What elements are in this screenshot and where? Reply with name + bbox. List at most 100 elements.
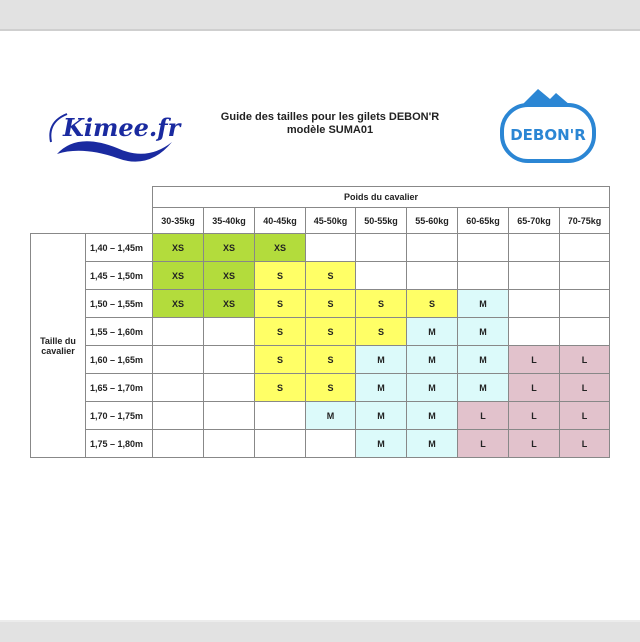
table-row: 1,45 – 1,50m XS XS S S — [31, 261, 610, 290]
size-cell: S — [305, 317, 356, 346]
weight-column-header: 40-45kg — [254, 207, 306, 234]
table-row: 1,75 – 1,80m M M L L L — [31, 429, 610, 458]
size-cell — [559, 261, 610, 290]
weight-column-header: 30-35kg — [152, 207, 204, 234]
size-cell: M — [457, 289, 509, 318]
size-cell: L — [559, 401, 610, 430]
size-cell: L — [559, 429, 610, 458]
size-cell: XS — [152, 233, 204, 262]
size-cell — [508, 233, 560, 262]
size-cell: M — [355, 401, 407, 430]
weight-column-header: 50-55kg — [355, 207, 407, 234]
size-cell — [457, 261, 509, 290]
page-title: Guide des tailles pour les gilets DEBON'… — [200, 111, 460, 137]
table-row: 1,50 – 1,55m XS XS S S S S M — [31, 289, 610, 318]
weight-column-header: 60-65kg — [457, 207, 509, 234]
size-cell: S — [305, 373, 356, 402]
size-cell: XS — [254, 233, 306, 262]
size-cell — [254, 429, 306, 458]
table-row: 1,65 – 1,70m S S M M M L L — [31, 373, 610, 402]
top-bar — [0, 0, 640, 31]
size-cell — [254, 401, 306, 430]
empty-corner — [31, 187, 153, 208]
height-range-label: 1,60 – 1,65m — [85, 345, 153, 374]
height-range-label: 1,75 – 1,80m — [85, 429, 153, 458]
size-cell — [559, 289, 610, 318]
size-cell: L — [508, 401, 560, 430]
table-row: Taille du cavalier 1,40 – 1,45m XS XS XS — [30, 233, 610, 458]
size-cell: S — [254, 289, 306, 318]
kimee-logo: Kimee.fr — [37, 92, 195, 177]
size-cell: XS — [152, 261, 204, 290]
weight-column-header: 55-60kg — [406, 207, 458, 234]
size-cell — [406, 261, 458, 290]
size-cell: M — [355, 373, 407, 402]
size-cell: M — [457, 373, 509, 402]
size-cell: XS — [152, 289, 204, 318]
size-cell: L — [508, 345, 560, 374]
size-cell: S — [254, 317, 306, 346]
size-cell: S — [254, 373, 306, 402]
size-cell — [203, 401, 255, 430]
table-row: 1,55 – 1,60m S S S M M — [31, 317, 610, 346]
size-cell: L — [508, 429, 560, 458]
size-cell — [305, 429, 356, 458]
svg-text:Kimee.fr: Kimee.fr — [62, 113, 183, 142]
size-cell: S — [406, 289, 458, 318]
weight-column-header: 45-50kg — [305, 207, 356, 234]
size-cell — [559, 233, 610, 262]
size-cell — [305, 233, 356, 262]
size-cell: L — [508, 373, 560, 402]
size-cell — [508, 261, 560, 290]
height-range-label: 1,70 – 1,75m — [85, 401, 153, 430]
size-cell — [508, 317, 560, 346]
size-cell: M — [406, 429, 458, 458]
size-cell: S — [355, 289, 407, 318]
size-cell — [406, 233, 458, 262]
size-cell — [152, 317, 204, 346]
size-cell — [355, 233, 407, 262]
size-cell — [203, 429, 255, 458]
size-cell: M — [305, 401, 356, 430]
size-cell: XS — [203, 261, 255, 290]
size-cell: S — [254, 345, 306, 374]
weight-header: Poids du cavalier — [152, 186, 610, 208]
size-cell: M — [457, 317, 509, 346]
table-row: 1,60 – 1,65m S S M M M L L — [31, 345, 610, 374]
size-cell — [152, 345, 204, 374]
size-cell: S — [305, 289, 356, 318]
size-cell: M — [406, 345, 458, 374]
svg-text:DEBON'R: DEBON'R — [510, 126, 586, 144]
size-cell: S — [305, 261, 356, 290]
size-cell: L — [559, 345, 610, 374]
size-cell: M — [406, 317, 458, 346]
size-cell — [457, 233, 509, 262]
size-cell — [203, 373, 255, 402]
size-cell: S — [355, 317, 407, 346]
size-cell: S — [254, 261, 306, 290]
size-chart-table: Poids du cavalier 30-35kg 35-40kg 40-45kg 4… — [30, 186, 610, 458]
size-cell: M — [406, 401, 458, 430]
size-cell: M — [355, 345, 407, 374]
empty-corner — [31, 208, 153, 234]
size-cell — [559, 317, 610, 346]
size-cell — [152, 429, 204, 458]
height-range-label: 1,40 – 1,45m — [85, 233, 153, 262]
size-cell: M — [457, 345, 509, 374]
size-cell: XS — [203, 233, 255, 262]
size-cell: M — [355, 429, 407, 458]
weight-column-header: 65-70kg — [508, 207, 560, 234]
height-range-label: 1,45 – 1,50m — [85, 261, 153, 290]
size-cell: S — [305, 345, 356, 374]
size-cell: L — [457, 401, 509, 430]
height-header: Taille du cavalier — [30, 233, 86, 458]
size-cell: L — [559, 373, 610, 402]
title-line-2: modèle SUMA01 — [286, 124, 374, 136]
size-cell: XS — [203, 289, 255, 318]
weight-column-header: 35-40kg — [203, 207, 255, 234]
size-cell: M — [406, 373, 458, 402]
debonr-logo: DEBON'R — [498, 85, 598, 165]
size-cell — [203, 345, 255, 374]
weight-column-header: 70-75kg — [559, 207, 610, 234]
table-row: 1,70 – 1,75m M M M L L L — [31, 401, 610, 430]
